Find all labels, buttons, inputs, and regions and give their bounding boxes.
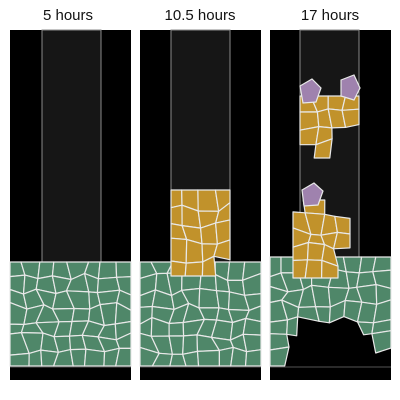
green-cell: [196, 349, 220, 367]
panel-label-5h: 5 hours: [42, 7, 94, 24]
green-cell-layer: [9, 261, 132, 367]
panel-10-5-hours: [139, 29, 262, 380]
green-cell: [372, 256, 392, 273]
purple-cell: [340, 74, 361, 101]
gold-cell-layer: [292, 95, 360, 279]
green-cell: [115, 347, 132, 367]
green-cell-layer: [139, 261, 262, 367]
panel-label-17h: 17 hours: [300, 7, 360, 24]
gold-cell: [170, 260, 187, 277]
green-cell: [168, 321, 185, 337]
bottom-strip: [270, 366, 391, 368]
bottom-strip: [10, 366, 131, 368]
green-cell: [242, 317, 262, 336]
gold-cell: [170, 237, 188, 264]
gold-cell: [213, 239, 231, 261]
green-cell: [242, 333, 262, 353]
green-cell: [28, 349, 43, 367]
green-cell-layer: [269, 256, 392, 367]
green-cell: [83, 348, 106, 367]
gold-cell: [184, 261, 204, 277]
green-cell: [97, 261, 118, 280]
panel-5-hours: [9, 29, 132, 380]
green-cell: [71, 307, 91, 323]
green-cell: [269, 319, 289, 335]
green-cell: [286, 316, 299, 337]
green-cell: [371, 330, 392, 354]
gold-cell: [201, 255, 217, 277]
gold-cell: [334, 215, 351, 235]
green-cell: [227, 261, 246, 281]
green-cell: [9, 352, 30, 367]
green-cell: [115, 261, 132, 278]
panel-label-10-5h: 10.5 hours: [164, 7, 236, 24]
purple-cell: [299, 78, 322, 104]
gold-cell: [333, 231, 351, 250]
green-cell: [182, 350, 200, 367]
channel-region: [41, 29, 102, 266]
gold-cell: [304, 259, 323, 279]
panel-17-hours: [269, 29, 392, 380]
purple-cell: [301, 182, 324, 207]
bottom-strip: [140, 366, 261, 368]
green-cell: [69, 348, 87, 367]
gold-cell-layer: [170, 189, 231, 277]
gold-cell: [341, 108, 360, 129]
purple-cell-layer: [299, 74, 361, 207]
gold-cell: [313, 138, 333, 159]
gold-cell: [321, 259, 339, 279]
gold-cell: [170, 204, 183, 227]
green-cell: [269, 346, 290, 367]
green-cell: [215, 290, 231, 311]
green-cell: [342, 256, 363, 274]
gold-cell: [185, 238, 204, 264]
green-cell: [244, 349, 262, 367]
